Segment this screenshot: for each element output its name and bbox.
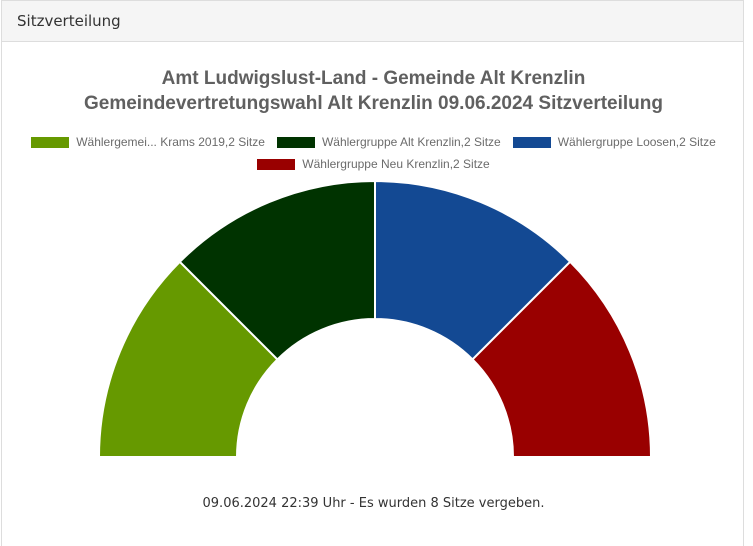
legend-label-krams: Wählergemei... Krams 2019,2 Sitze bbox=[76, 135, 265, 149]
seat-slice-neu-krenzlin[interactable] bbox=[471, 260, 653, 458]
legend-row-1: Wählergemei... Krams 2019,2 Sitze Wähler… bbox=[2, 135, 745, 149]
legend-item-krams[interactable]: Wählergemei... Krams 2019,2 Sitze bbox=[31, 135, 265, 149]
panel-header: Sitzverteilung bbox=[2, 1, 743, 42]
legend-item-loosen[interactable]: Wählergruppe Loosen,2 Sitze bbox=[512, 135, 716, 149]
legend-label-alt-krenzlin: Wählergruppe Alt Krenzlin,2 Sitze bbox=[321, 135, 501, 149]
legend-swatch-neu-krenzlin bbox=[257, 158, 296, 170]
seat-info-footer: 09.06.2024 22:39 Uhr - Es wurden 8 Sitze… bbox=[202, 496, 545, 511]
legend-row-2: Wählergruppe Neu Krenzlin,2 Sitze bbox=[2, 157, 745, 171]
legend-swatch-loosen bbox=[512, 136, 551, 148]
legend-swatch-alt-krenzlin bbox=[276, 136, 315, 148]
seat-distribution-chart bbox=[97, 179, 653, 458]
legend-item-alt-krenzlin[interactable]: Wählergruppe Alt Krenzlin,2 Sitze bbox=[276, 135, 501, 149]
chart-title-line-2: Gemeindevertretungswahl Alt Krenzlin 09.… bbox=[84, 93, 663, 114]
legend-swatch-krams bbox=[31, 136, 70, 148]
chart-title-line-1: Amt Ludwigslust-Land - Gemeinde Alt Kren… bbox=[161, 68, 586, 89]
legend-item-neu-krenzlin[interactable]: Wählergruppe Neu Krenzlin,2 Sitze bbox=[257, 157, 490, 171]
legend-label-neu-krenzlin: Wählergruppe Neu Krenzlin,2 Sitze bbox=[302, 157, 490, 171]
legend-label-loosen: Wählergruppe Loosen,2 Sitze bbox=[557, 135, 716, 149]
